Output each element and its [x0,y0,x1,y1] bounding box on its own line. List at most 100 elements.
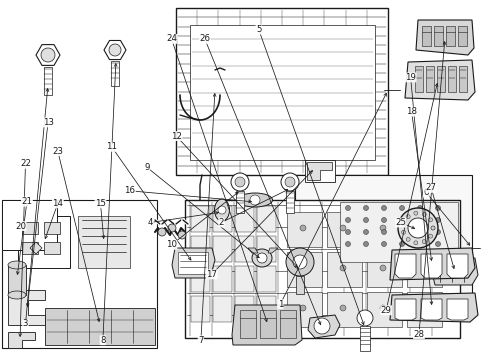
Circle shape [398,208,438,248]
Text: 11: 11 [106,142,117,151]
Text: 2: 2 [219,218,224,227]
Circle shape [402,230,406,234]
Circle shape [417,217,422,222]
Circle shape [436,230,441,234]
Circle shape [429,218,433,222]
Bar [178,252,208,274]
Bar [191,236,210,262]
Text: 25: 25 [395,218,406,227]
Polygon shape [268,248,278,253]
Bar [407,252,442,287]
Bar [44,242,60,254]
Circle shape [286,248,314,276]
Circle shape [399,217,405,222]
Circle shape [420,305,426,311]
Circle shape [41,48,55,62]
Circle shape [250,195,260,205]
Ellipse shape [238,193,272,207]
Bar [257,266,276,292]
Polygon shape [185,200,460,338]
Bar [327,252,362,287]
Text: 12: 12 [171,132,182,140]
Polygon shape [30,242,42,254]
Bar [327,292,362,327]
Bar [257,236,276,262]
Bar [367,212,402,247]
Text: 13: 13 [43,118,53,127]
Bar [213,236,232,262]
Text: 24: 24 [166,34,177,43]
Bar [44,222,60,234]
Polygon shape [432,258,478,285]
Text: 4: 4 [147,218,153,227]
Bar [437,66,445,92]
Circle shape [340,225,346,231]
Polygon shape [421,254,442,278]
Polygon shape [8,332,35,348]
Circle shape [406,237,410,241]
Bar [367,252,402,287]
Bar [448,66,456,92]
Bar [286,191,294,213]
Text: 1: 1 [277,300,283,309]
Circle shape [420,265,426,271]
Circle shape [364,217,368,222]
Bar [407,292,442,327]
Circle shape [414,211,418,215]
Bar [8,265,26,295]
Circle shape [293,255,307,269]
Circle shape [417,230,422,234]
Circle shape [417,242,422,247]
Text: 20: 20 [15,222,26,231]
Circle shape [380,225,386,231]
Bar [213,266,232,292]
Text: 26: 26 [199,34,210,43]
Text: 14: 14 [52,199,63,208]
Circle shape [380,265,386,271]
Text: 18: 18 [406,107,417,116]
Circle shape [399,206,405,211]
Polygon shape [405,60,475,100]
Text: 21: 21 [22,197,32,206]
Circle shape [382,217,387,222]
Circle shape [408,218,428,238]
Bar [190,25,375,160]
Polygon shape [104,40,126,59]
Bar [240,310,256,338]
Circle shape [436,217,441,222]
Bar [44,67,52,95]
Circle shape [281,173,299,191]
Polygon shape [308,315,340,338]
Circle shape [429,234,433,238]
Text: 8: 8 [100,336,106,345]
Text: 29: 29 [381,306,392,315]
Circle shape [406,215,410,219]
Bar [327,212,362,247]
Text: 19: 19 [405,73,416,82]
Circle shape [431,226,435,230]
Bar [459,66,467,92]
Bar [367,292,402,327]
Bar [2,200,157,348]
Circle shape [300,265,306,271]
Polygon shape [176,8,388,175]
Ellipse shape [8,291,26,299]
Circle shape [218,206,226,214]
Bar [407,212,442,247]
Bar [191,266,210,292]
Circle shape [158,228,166,236]
Polygon shape [172,248,215,278]
Circle shape [399,230,405,234]
Text: 3: 3 [23,320,28,328]
Circle shape [399,242,405,247]
Bar [340,202,458,262]
Ellipse shape [252,249,272,267]
Bar [213,206,232,232]
Circle shape [231,173,249,191]
Ellipse shape [8,261,26,269]
Bar [426,66,434,92]
Bar [422,26,431,46]
Bar [257,296,276,322]
Polygon shape [421,299,442,320]
Circle shape [340,265,346,271]
